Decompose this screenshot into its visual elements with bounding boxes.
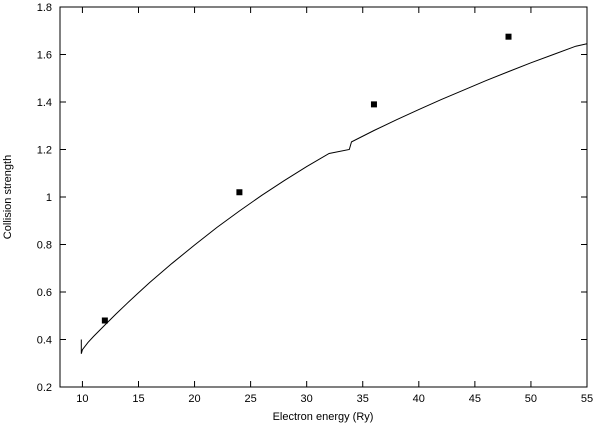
data-point [101,317,108,324]
y-tick-label: 1.6 [37,50,52,62]
x-tick-label: 50 [525,393,537,405]
x-tick-label: 40 [413,393,425,405]
x-tick-label: 25 [244,393,256,405]
ticks [60,6,588,388]
x-tick-label: 10 [76,393,88,405]
y-tick-label: 0.8 [37,240,52,252]
x-tick-label: 20 [188,393,200,405]
y-axis-title: Collision strength [2,155,14,239]
y-tick-label: 0.4 [37,335,52,347]
x-tick-label: 45 [469,393,481,405]
data-point [505,33,512,40]
x-axis-title: Electron energy (Ry) [273,411,374,423]
x-tick-label: 55 [581,393,593,405]
y-tick-label: 1.8 [37,2,52,14]
plot-frame [59,6,588,388]
y-tick-label: 0.6 [37,287,52,299]
series-line [80,43,588,354]
y-tick-label: 1.2 [37,145,52,157]
y-tick-label: 1.4 [37,97,52,109]
tick-labels: 10 15 20 25 30 35 40 45 50 55 0.2 0.4 0.6 0.8 1 1.2 1.4 1… [37,2,593,405]
series-markers [101,33,512,324]
x-tick-label: 15 [132,393,144,405]
data-point [236,189,243,196]
y-tick-label: 1 [46,192,52,204]
data-point [370,101,377,108]
x-tick-label: 30 [301,393,313,405]
y-tick-label: 0.2 [37,382,52,394]
x-tick-label: 35 [357,393,369,405]
